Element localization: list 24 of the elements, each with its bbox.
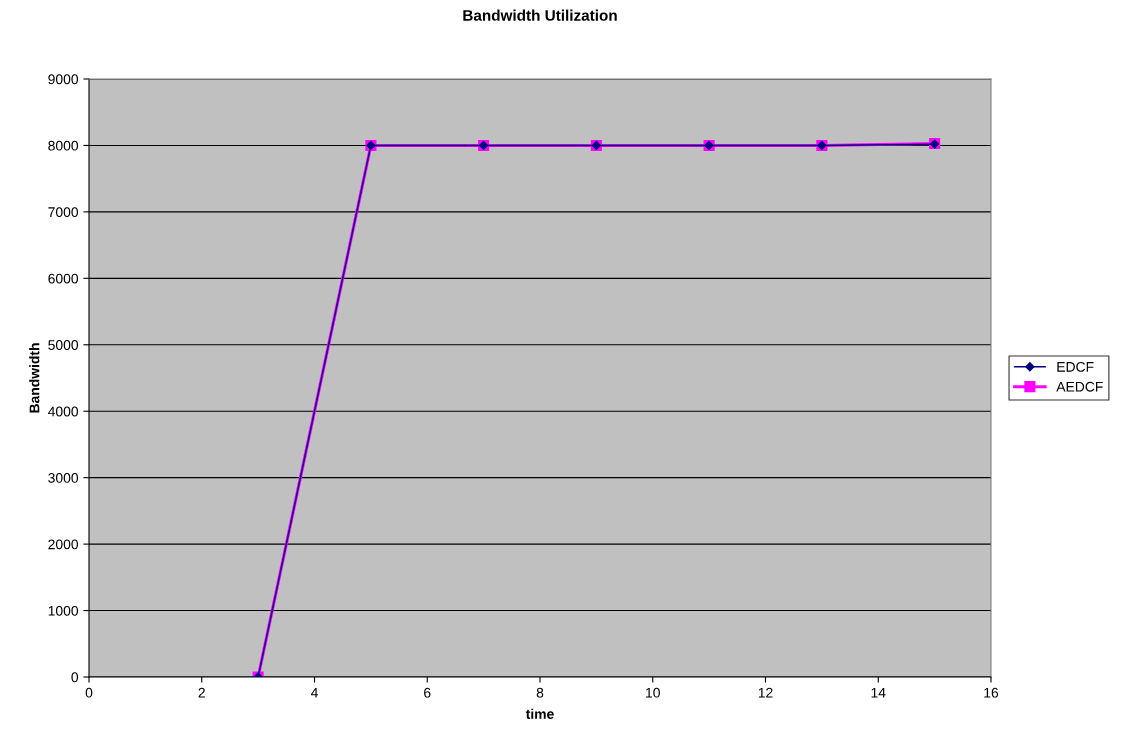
x-tick-label: 6 (424, 687, 431, 698)
x-tick-label: 16 (984, 687, 999, 698)
y-tick-label: 7000 (48, 207, 79, 218)
x-axis-title: time (525, 708, 554, 719)
y-tick-label: 2000 (48, 539, 79, 550)
legend-label: AEDCF (1056, 381, 1103, 392)
y-tick-label: 5000 (48, 340, 79, 350)
y-tick-label: 1000 (48, 605, 79, 616)
legend-label: EDCF (1057, 361, 1094, 372)
x-tick-label: 12 (758, 687, 773, 698)
y-axis-title: Bandwidth (29, 343, 40, 413)
x-tick-label: 10 (646, 687, 660, 698)
y-tick-label: 3000 (48, 473, 79, 483)
y-tick-label: 8000 (48, 140, 79, 151)
y-tick-label: 4000 (48, 406, 79, 417)
chart-title: Bandwidth Utilization (463, 9, 617, 21)
x-tick-label: 2 (198, 687, 205, 698)
x-tick-label: 0 (85, 687, 93, 698)
y-tick-label: 0 (71, 672, 79, 683)
x-tick-label: 8 (536, 687, 544, 698)
x-tick-label: 4 (310, 687, 318, 698)
y-tick-label: 6000 (48, 273, 79, 284)
y-tick-label: 9000 (48, 74, 79, 85)
x-tick-label: 14 (871, 687, 886, 698)
